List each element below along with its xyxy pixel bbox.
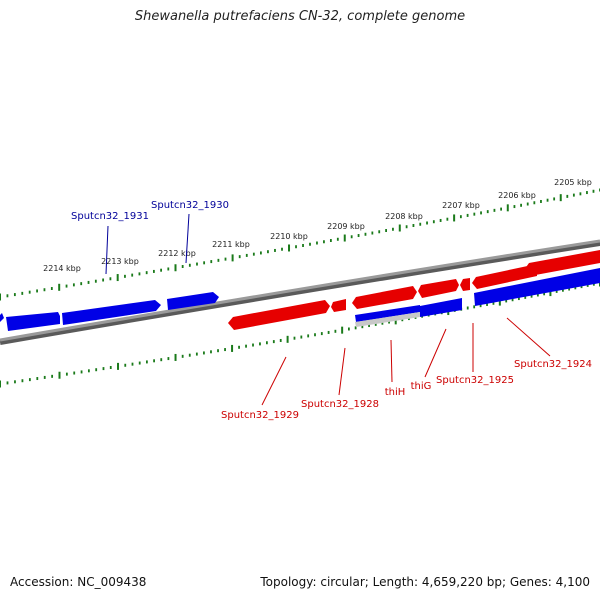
gene-arrow[interactable] xyxy=(352,286,417,309)
reverse-strand-genes xyxy=(0,268,600,331)
kbp-tick-label: 2205 kbp xyxy=(554,178,592,187)
gene-shadow xyxy=(355,312,420,327)
forward-strand-genes xyxy=(228,250,600,330)
gene-label[interactable]: Sputcn32_1931 xyxy=(71,211,149,222)
connector-line xyxy=(390,339,393,383)
kbp-tick-label: 2207 kbp xyxy=(442,201,480,210)
kbp-tick-label: 2212 kbp xyxy=(158,249,196,258)
kbp-tick-label: 2206 kbp xyxy=(498,191,536,200)
genome-summary: Topology: circular; Length: 4,659,220 bp… xyxy=(260,575,590,589)
gene-label[interactable]: Sputcn32_1929 xyxy=(221,410,299,421)
gene-label[interactable]: thiH xyxy=(385,387,406,398)
gene-arrow[interactable] xyxy=(0,313,4,322)
gene-label-group: Sputcn32_1931 Sputcn32_1930 Sputcn32_192… xyxy=(71,200,592,421)
gene-arrow[interactable] xyxy=(420,298,462,317)
gene-label[interactable]: Sputcn32_1925 xyxy=(436,375,514,386)
gene-label[interactable]: Sputcn32_1924 xyxy=(514,359,592,370)
gene-arrow[interactable] xyxy=(331,299,346,312)
gene-arrow[interactable] xyxy=(355,305,420,322)
connector-line xyxy=(424,328,447,378)
connector-line xyxy=(506,317,551,357)
gene-arrow[interactable] xyxy=(167,292,219,310)
kbp-tick-label: 2208 kbp xyxy=(385,212,423,221)
gene-label[interactable]: thiG xyxy=(411,381,432,392)
gene-label[interactable]: Sputcn32_1930 xyxy=(151,200,229,211)
genome-backbone-shadow xyxy=(0,240,600,345)
gene-arrow[interactable] xyxy=(62,300,161,325)
gene-arrow[interactable] xyxy=(460,278,470,291)
gene-arrow[interactable] xyxy=(474,268,600,306)
kbp-tick-label: 2213 kbp xyxy=(101,257,139,266)
connector-line xyxy=(338,347,346,396)
label-connectors xyxy=(105,213,551,406)
gene-label[interactable]: Sputcn32_1928 xyxy=(301,399,379,410)
kbp-tick-label: 2211 kbp xyxy=(212,240,250,249)
gene-arrow[interactable] xyxy=(524,250,600,276)
genome-title: Shewanella putrefaciens CN-32, complete … xyxy=(134,9,466,24)
connector-line xyxy=(261,356,287,406)
connector-line xyxy=(105,225,109,275)
outer-tick-ring xyxy=(0,188,600,301)
gene-arrow[interactable] xyxy=(228,300,330,330)
kbp-label-group: 2214 kbp 2213 kbp 2212 kbp 2211 kbp 2210 kbp… xyxy=(43,178,592,273)
gene-arrow[interactable] xyxy=(472,264,537,289)
gene-arrow[interactable] xyxy=(6,312,60,331)
connector-line xyxy=(185,213,190,264)
kbp-tick-label: 2209 kbp xyxy=(327,222,365,231)
accession-label: Accession: NC_009438 xyxy=(10,575,147,589)
genome-backbone xyxy=(0,239,600,342)
kbp-tick-label: 2214 kbp xyxy=(43,264,81,273)
gene-arrow[interactable] xyxy=(418,279,459,298)
kbp-tick-label: 2210 kbp xyxy=(270,232,308,241)
